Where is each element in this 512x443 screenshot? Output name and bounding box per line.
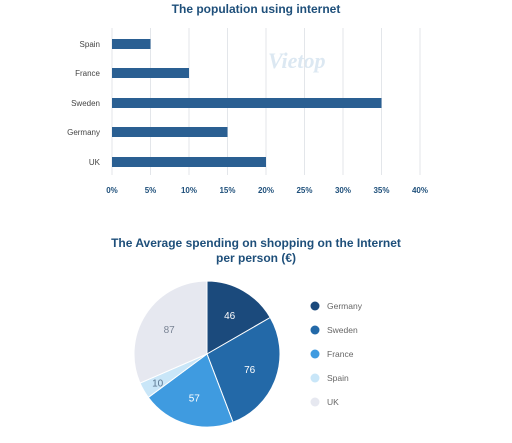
watermark-logo: Vietop — [268, 48, 325, 73]
pie-slice-sweden — [206, 316, 281, 423]
pie-value-label: 46 — [224, 311, 236, 322]
bar-chart-tick-labels: 0% 5% 10% 15% 20% 25% 30% 35% 40% — [106, 186, 428, 195]
bar-france — [112, 68, 189, 78]
pie-chart-slices — [133, 280, 281, 428]
bar-chart-category-labels: Spain France Sweden Germany UK — [67, 40, 101, 167]
x-tick-label: 35% — [373, 186, 389, 195]
x-tick-label: 20% — [258, 186, 274, 195]
x-tick-label: 15% — [219, 186, 235, 195]
pie-slice-germany — [206, 280, 271, 355]
pie-chart-value-labels: 46 76 57 10 87 — [152, 311, 256, 405]
legend-label: Sweden — [327, 325, 358, 335]
x-tick-label: 0% — [106, 186, 118, 195]
legend-swatch — [310, 325, 320, 335]
x-tick-label: 25% — [296, 186, 312, 195]
x-tick-label: 5% — [145, 186, 157, 195]
category-label: Sweden — [71, 99, 100, 108]
category-label: Spain — [80, 40, 100, 49]
pie-value-label: 87 — [164, 325, 176, 336]
legend-swatch — [310, 301, 320, 311]
legend-swatch — [310, 349, 320, 359]
pie-value-label: 10 — [152, 378, 164, 389]
bar-spain — [112, 39, 151, 49]
x-tick-label: 40% — [412, 186, 428, 195]
pie-chart-title: The Average spending on shopping on the … — [0, 236, 512, 266]
bar-germany — [112, 127, 228, 137]
legend-label: UK — [327, 397, 339, 407]
x-tick-label: 30% — [335, 186, 351, 195]
legend-label: Germany — [327, 301, 363, 311]
legend-swatch — [310, 397, 320, 407]
pie-chart-legend: Germany Sweden France Spain UK — [310, 301, 363, 407]
x-tick-label: 10% — [181, 186, 197, 195]
pie-chart-title-line-1: The Average spending on shopping on the … — [111, 236, 401, 250]
pie-value-label: 76 — [244, 365, 256, 376]
pie-slice-uk — [133, 280, 208, 384]
legend-swatch — [310, 373, 320, 383]
bar-chart-bars — [112, 39, 382, 167]
category-label: Germany — [67, 128, 100, 137]
category-label: UK — [89, 158, 101, 167]
bar-sweden — [112, 98, 382, 108]
category-label: France — [75, 69, 100, 78]
legend-label: Spain — [327, 373, 349, 383]
bar-chart-title: The population using internet — [171, 2, 341, 16]
pie-chart-title-line-2: per person (€) — [215, 251, 296, 265]
bar-uk — [112, 157, 266, 167]
pie-value-label: 57 — [189, 393, 201, 404]
pie-slice-france — [147, 353, 234, 428]
legend-label: France — [327, 349, 354, 359]
